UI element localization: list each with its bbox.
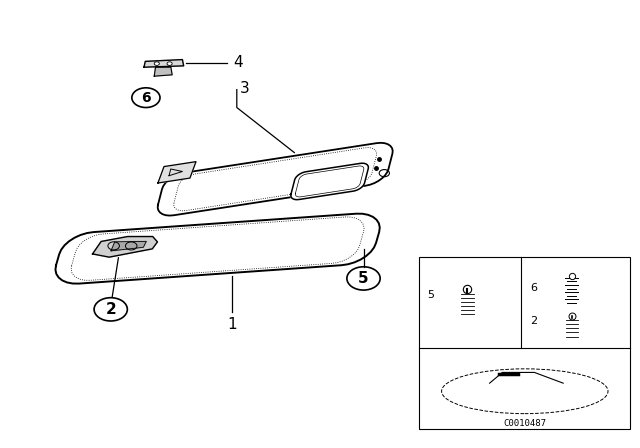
Text: 3: 3 — [240, 81, 250, 96]
Polygon shape — [144, 60, 184, 67]
Text: 4: 4 — [234, 55, 243, 70]
Circle shape — [347, 267, 380, 290]
Text: C0010487: C0010487 — [503, 419, 547, 428]
Circle shape — [167, 62, 172, 65]
Text: 6: 6 — [530, 283, 537, 293]
Text: 2: 2 — [106, 302, 116, 317]
Text: 2: 2 — [530, 315, 537, 326]
Text: 5: 5 — [358, 271, 369, 286]
Circle shape — [132, 88, 160, 108]
Polygon shape — [291, 163, 369, 200]
Polygon shape — [157, 143, 393, 215]
Circle shape — [154, 62, 159, 65]
Text: 1: 1 — [227, 316, 237, 332]
Polygon shape — [93, 237, 157, 257]
Polygon shape — [158, 162, 196, 183]
Text: 5: 5 — [428, 290, 434, 300]
Text: 6: 6 — [141, 90, 151, 105]
Polygon shape — [154, 67, 172, 76]
Bar — [419, 257, 630, 429]
Polygon shape — [111, 241, 147, 251]
Circle shape — [94, 298, 127, 321]
Polygon shape — [56, 214, 380, 284]
